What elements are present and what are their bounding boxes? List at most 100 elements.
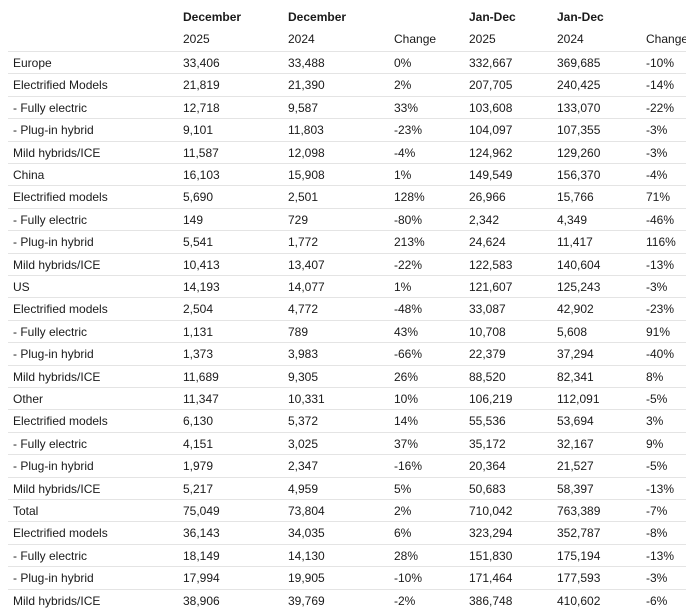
cell-value: 9,587 <box>288 100 319 115</box>
cell-value: 14,193 <box>183 280 220 294</box>
cell-value: 10% <box>394 392 419 406</box>
cell-value: 4,151 <box>183 436 214 451</box>
cell-value: 37% <box>394 436 419 451</box>
row-separator <box>8 566 686 568</box>
cell-value: 32,167 <box>557 436 594 451</box>
cell-value: 75,049 <box>183 504 220 518</box>
cell-value: 213% <box>394 235 425 250</box>
cell-value: 26% <box>394 369 419 384</box>
cell-value: 2,501 <box>288 190 319 205</box>
cell-value: 11,347 <box>183 392 219 406</box>
row-separator <box>8 118 686 120</box>
row-label: - Fully electric <box>13 324 88 339</box>
column-subheader: 2025 <box>469 32 496 46</box>
row-separator <box>8 409 686 411</box>
cell-value: 12,098 <box>288 145 325 160</box>
cell-value: 10,708 <box>469 324 506 339</box>
cell-value: 43% <box>394 324 419 339</box>
row-label: US <box>13 280 30 294</box>
column-subheader: 2024 <box>557 32 584 46</box>
row-label: Electrified models <box>13 302 108 317</box>
row-label: - Plug-in hybrid <box>13 571 94 586</box>
column-subheader: Change <box>646 32 686 46</box>
row-separator <box>8 476 686 478</box>
cell-value: 5,372 <box>288 414 319 429</box>
cell-value: 71% <box>646 190 671 205</box>
row-separator <box>8 140 686 142</box>
row-separator <box>8 163 686 164</box>
row-label: China <box>13 168 45 182</box>
cell-value: 37,294 <box>557 347 594 362</box>
cell-value: 5,217 <box>183 481 214 496</box>
row-label: Total <box>13 504 39 518</box>
cell-value: 128% <box>394 190 425 205</box>
row-separator <box>8 230 686 232</box>
row-separator <box>8 297 686 299</box>
row-label: Other <box>13 392 44 406</box>
cell-value: 140,604 <box>557 257 601 272</box>
cell-value: 21,819 <box>183 78 220 93</box>
cell-value: -40% <box>646 347 675 362</box>
cell-value: 20,364 <box>469 459 506 474</box>
row-label: - Plug-in hybrid <box>13 235 94 250</box>
cell-value: 0% <box>394 56 412 70</box>
row-label: Mild hybrids/ICE <box>13 369 101 384</box>
cell-value: -4% <box>394 145 416 160</box>
cell-value: -48% <box>394 302 423 317</box>
row-separator <box>8 364 686 366</box>
cell-value: 124,962 <box>469 145 513 160</box>
cell-value: 2% <box>394 504 412 518</box>
cell-value: 14% <box>394 414 419 429</box>
row-label: - Fully electric <box>13 100 88 115</box>
row-label: Electrified models <box>13 190 108 205</box>
row-label: Europe <box>13 56 52 70</box>
cell-value: 53,694 <box>557 414 594 429</box>
column-header: Jan-Dec <box>557 10 604 24</box>
row-separator <box>8 185 686 187</box>
cell-value: 129,260 <box>557 145 601 160</box>
cell-value: -66% <box>394 347 423 362</box>
cell-value: 2,504 <box>183 302 214 317</box>
column-header: Jan-Dec <box>469 10 516 24</box>
cell-value: 26,966 <box>469 190 506 205</box>
row-separator <box>8 342 686 344</box>
cell-value: 2,342 <box>469 212 500 227</box>
row-separator <box>8 543 686 545</box>
cell-value: 33,087 <box>469 302 506 317</box>
cell-value: 11,689 <box>183 369 219 384</box>
cell-value: 42,902 <box>557 302 594 317</box>
cell-value: 21,527 <box>557 459 594 474</box>
cell-value: 9,305 <box>288 369 319 384</box>
cell-value: 410,602 <box>557 593 601 608</box>
cell-value: 122,583 <box>469 257 513 272</box>
cell-value: 1,772 <box>288 235 319 250</box>
cell-value: 710,042 <box>469 504 513 518</box>
cell-value: 21,390 <box>288 78 325 93</box>
cell-value: 5,690 <box>183 190 214 205</box>
cell-value: 12,718 <box>183 100 220 115</box>
cell-value: 1% <box>394 280 412 294</box>
cell-value: 2,347 <box>288 459 319 474</box>
cell-value: 34,035 <box>288 526 325 541</box>
cell-value: 14,130 <box>288 548 325 563</box>
cell-value: -3% <box>646 571 668 586</box>
cell-value: 17,994 <box>183 571 220 586</box>
row-separator <box>8 252 686 254</box>
cell-value: 39,769 <box>288 593 325 608</box>
row-separator <box>8 319 686 321</box>
cell-value: 729 <box>288 212 309 227</box>
cell-value: 3,983 <box>288 347 319 362</box>
cell-value: 28% <box>394 548 419 563</box>
cell-value: 33,488 <box>288 56 325 70</box>
cell-value: -3% <box>646 280 668 294</box>
cell-value: -16% <box>394 459 423 474</box>
cell-value: 116% <box>646 235 676 250</box>
row-separator <box>8 207 686 209</box>
column-subheader: 2024 <box>288 32 315 46</box>
cell-value: 10,413 <box>183 257 220 272</box>
row-separator <box>8 73 686 75</box>
cell-value: 332,667 <box>469 56 513 70</box>
cell-value: 11,587 <box>183 145 219 160</box>
cell-value: 149,549 <box>469 168 513 182</box>
